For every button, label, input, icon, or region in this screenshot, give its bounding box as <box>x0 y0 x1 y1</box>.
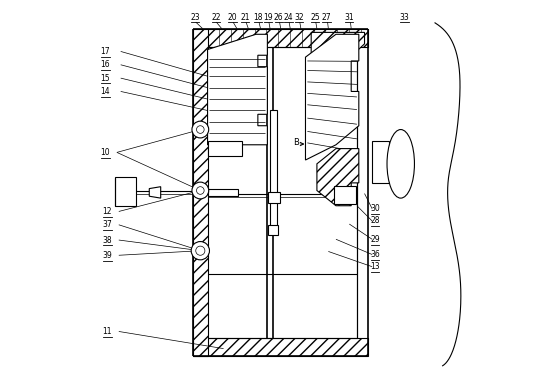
Bar <box>334 186 356 204</box>
Ellipse shape <box>387 130 415 198</box>
Text: 24: 24 <box>283 13 293 22</box>
Text: 28: 28 <box>370 216 380 226</box>
Polygon shape <box>207 34 267 145</box>
Text: 33: 33 <box>400 13 409 22</box>
Text: 15: 15 <box>101 74 110 83</box>
Bar <box>372 141 389 183</box>
Text: 11: 11 <box>103 327 112 336</box>
Text: 18: 18 <box>253 13 262 22</box>
Text: 30: 30 <box>370 204 380 213</box>
Text: 27: 27 <box>322 13 331 22</box>
Text: 31: 31 <box>344 13 354 22</box>
Text: 20: 20 <box>228 13 237 22</box>
Bar <box>115 177 136 206</box>
Text: 32: 32 <box>294 13 304 22</box>
Bar <box>193 338 368 356</box>
Bar <box>268 192 279 203</box>
Text: 36: 36 <box>370 250 380 259</box>
Bar <box>193 29 368 47</box>
Text: 26: 26 <box>274 13 284 22</box>
Circle shape <box>196 246 205 255</box>
Bar <box>207 141 242 156</box>
Text: 37: 37 <box>102 220 112 229</box>
Text: 39: 39 <box>102 251 112 260</box>
Text: 14: 14 <box>101 87 110 96</box>
Text: 12: 12 <box>103 207 112 216</box>
Bar <box>270 110 277 229</box>
Bar <box>207 189 238 196</box>
Circle shape <box>196 187 204 194</box>
Polygon shape <box>149 187 161 198</box>
Text: 10: 10 <box>101 148 110 157</box>
Text: 13: 13 <box>370 262 380 271</box>
Circle shape <box>192 121 208 138</box>
Text: 38: 38 <box>102 235 112 245</box>
Text: 17: 17 <box>101 47 110 56</box>
Bar <box>268 225 278 235</box>
Polygon shape <box>311 32 365 76</box>
Text: 23: 23 <box>190 13 200 22</box>
Text: B: B <box>293 138 299 147</box>
Bar <box>193 29 207 356</box>
Circle shape <box>191 242 210 260</box>
Text: 25: 25 <box>310 13 320 22</box>
Text: 16: 16 <box>101 60 110 69</box>
Circle shape <box>192 182 208 199</box>
Text: 21: 21 <box>240 13 250 22</box>
Text: 22: 22 <box>211 13 221 22</box>
Polygon shape <box>317 149 359 206</box>
Text: 29: 29 <box>370 235 380 244</box>
Polygon shape <box>305 34 359 160</box>
Text: 19: 19 <box>263 13 273 22</box>
Circle shape <box>196 126 204 133</box>
